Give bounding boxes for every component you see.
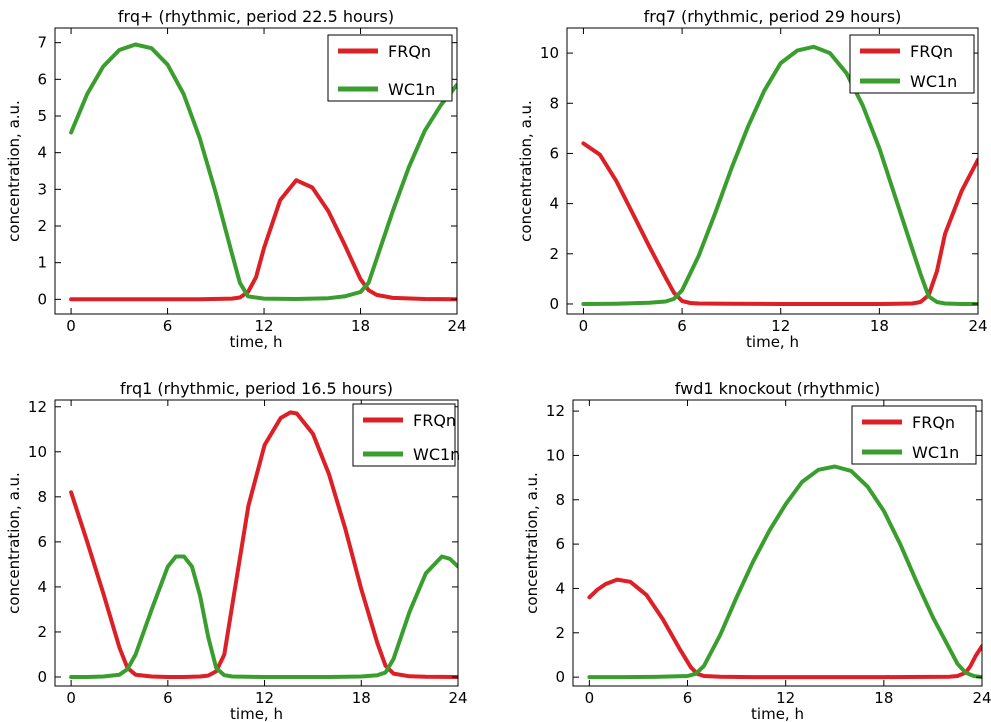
x-tick-label: 12: [776, 689, 795, 707]
y-tick-label: 4: [555, 579, 565, 597]
x-tick-label: 24: [968, 317, 987, 335]
series-lines: [581, 44, 978, 306]
x-tick-label: 24: [972, 689, 991, 707]
y-tick-label: 6: [37, 533, 47, 551]
x-tick-label: 12: [254, 317, 273, 335]
x-tick-label: 18: [352, 689, 371, 707]
y-tick-label: 10: [28, 443, 47, 461]
x-axis-label: time, h: [230, 705, 283, 722]
x-tick-label: 6: [683, 689, 693, 707]
series-line-frqn: [581, 141, 978, 306]
chart-title: frq7 (rhythmic, period 29 hours): [644, 7, 902, 26]
x-tick-label: 12: [771, 317, 790, 335]
series-line-wc1n: [587, 464, 982, 680]
legend-label-wc1n: WC1n: [388, 80, 435, 99]
y-tick-label: 0: [37, 290, 47, 308]
y-tick-label: 4: [549, 195, 559, 213]
chart-title: frq1 (rhythmic, period 16.5 hours): [120, 379, 393, 398]
series-line-wc1n: [69, 554, 458, 679]
plot-frame: [54, 399, 459, 687]
legend-label-wc1n: WC1n: [910, 72, 957, 91]
plot-frame: [566, 27, 979, 315]
legend-label-frqn: FRQn: [388, 42, 431, 61]
y-tick-label: 4: [37, 578, 47, 596]
x-tick-label: 24: [448, 689, 467, 707]
legend-label-frqn: FRQn: [413, 411, 456, 430]
x-axis-label: time, h: [746, 333, 799, 351]
x-tick-label: 18: [870, 317, 889, 335]
series-lines: [69, 42, 457, 302]
y-tick-label: 2: [37, 623, 47, 641]
series-line-frqn: [69, 410, 458, 679]
legend: FRQn WC1n: [352, 403, 460, 467]
y-axis-label: concentration, a.u.: [517, 100, 535, 242]
y-tick-label: 4: [37, 144, 47, 162]
y-axis-label: concentration, a.u.: [5, 472, 23, 614]
y-tick-label: 8: [549, 94, 559, 112]
plot-frame: [572, 399, 983, 687]
x-tick-label: 6: [163, 317, 173, 335]
y-tick-label: 10: [540, 44, 559, 62]
y-tick-label: 8: [37, 488, 47, 506]
y-tick-label: 8: [555, 491, 565, 509]
x-tick-label: 6: [163, 689, 173, 707]
series-lines: [587, 464, 982, 680]
x-tick-label: 18: [351, 317, 370, 335]
y-tick-label: 5: [37, 107, 47, 125]
series-line-wc1n: [69, 42, 457, 301]
y-tick-label: 0: [555, 668, 565, 686]
y-tick-label: 2: [549, 245, 559, 263]
x-tick-label: 0: [66, 689, 76, 707]
chart-title: frq+ (rhythmic, period 22.5 hours): [118, 7, 394, 26]
legend: FRQn WC1n: [327, 34, 453, 102]
y-tick-label: 2: [37, 217, 47, 235]
x-tick-label: 0: [585, 689, 595, 707]
x-axis-label: time, h: [751, 705, 804, 722]
chart-title: fwd1 knockout (rhythmic): [675, 379, 880, 398]
y-tick-label: 12: [28, 398, 47, 416]
legend-label-wc1n: WC1n: [912, 443, 959, 462]
y-tick-label: 7: [37, 34, 47, 52]
x-tick-label: 18: [874, 689, 893, 707]
series-lines: [69, 410, 458, 679]
legend-label-frqn: FRQn: [910, 42, 953, 61]
x-tick-label: 6: [677, 317, 687, 335]
y-tick-label: 6: [37, 70, 47, 88]
y-tick-label: 6: [555, 535, 565, 553]
legend-label-frqn: FRQn: [912, 413, 955, 432]
series-line-wc1n: [581, 44, 978, 306]
legend: FRQn WC1n: [851, 405, 977, 465]
y-axis-label: concentration, a.u.: [5, 100, 23, 242]
y-tick-label: 3: [37, 180, 47, 198]
plot-frame: [54, 27, 458, 315]
x-tick-label: 0: [66, 317, 76, 335]
legend: FRQn WC1n: [849, 34, 975, 94]
x-axis-label: time, h: [230, 333, 283, 351]
y-tick-label: 0: [549, 295, 559, 313]
y-tick-label: 6: [549, 144, 559, 162]
x-tick-label: 0: [579, 317, 589, 335]
series-line-frqn: [587, 577, 982, 680]
y-axis-label: concentration, a.u.: [523, 472, 541, 614]
y-tick-label: 0: [37, 668, 47, 686]
y-tick-label: 2: [555, 624, 565, 642]
x-tick-label: 24: [447, 317, 466, 335]
y-tick-label: 10: [546, 446, 565, 464]
legend-label-wc1n: WC1n: [413, 445, 460, 464]
y-tick-label: 12: [546, 402, 565, 420]
series-line-frqn: [69, 178, 457, 302]
y-tick-label: 1: [37, 254, 47, 272]
x-tick-label: 12: [255, 689, 274, 707]
